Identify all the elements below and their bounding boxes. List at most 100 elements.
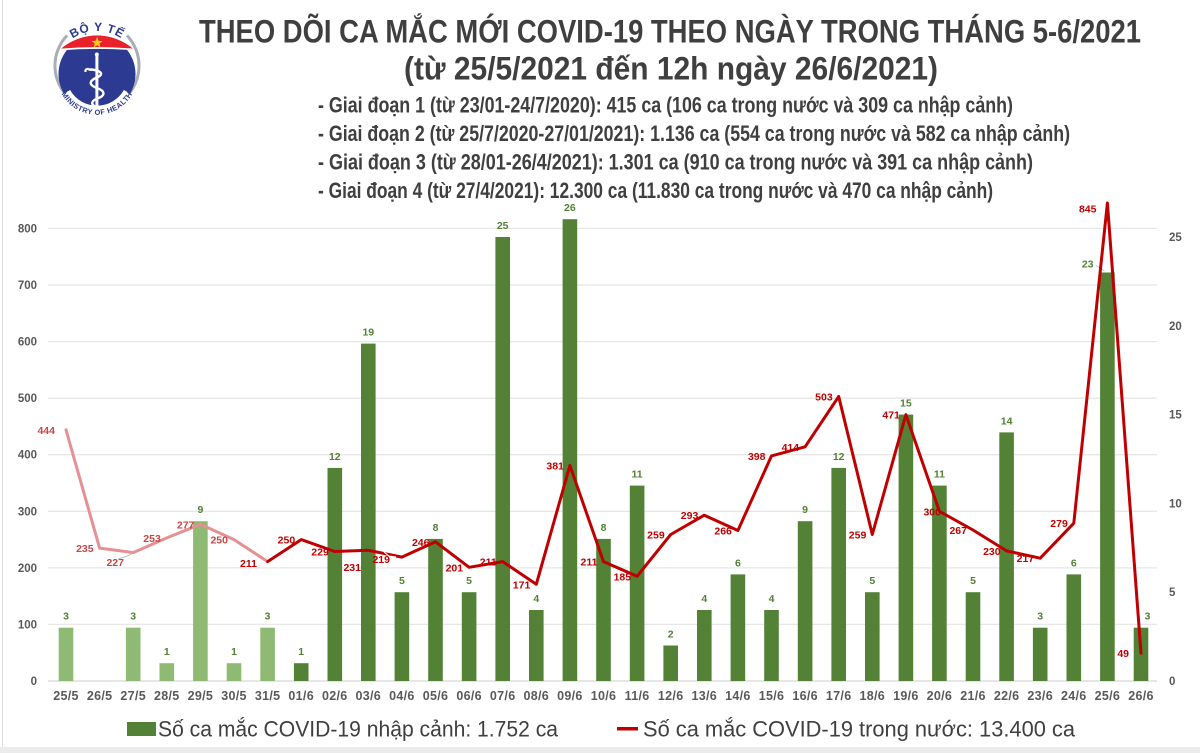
svg-text:08/6: 08/6 (524, 689, 550, 703)
svg-text:02/6: 02/6 (322, 689, 348, 703)
svg-text:6: 6 (735, 557, 741, 569)
svg-text:259: 259 (647, 530, 665, 542)
svg-text:3: 3 (130, 611, 136, 623)
svg-text:300: 300 (923, 507, 941, 519)
svg-text:28/5: 28/5 (154, 689, 180, 703)
svg-text:27/5: 27/5 (120, 689, 146, 703)
svg-text:26/5: 26/5 (87, 689, 113, 703)
svg-text:- Giai đoạn 1 (từ 23/01-24/7/2: - Giai đoạn 1 (từ 23/01-24/7/2020): 415 … (318, 93, 1013, 118)
svg-text:266: 266 (714, 526, 732, 538)
svg-text:5: 5 (869, 575, 875, 587)
svg-text:14/6: 14/6 (725, 689, 751, 703)
svg-text:17/6: 17/6 (826, 689, 852, 703)
svg-text:- Giai đoạn 3 (từ 28/01-26/4/2: - Giai đoạn 3 (từ 28/01-26/4/2021): 1.30… (318, 150, 1033, 175)
svg-text:300: 300 (18, 506, 37, 518)
svg-text:0: 0 (1169, 676, 1175, 688)
svg-text:185: 185 (614, 571, 632, 583)
svg-text:07/6: 07/6 (490, 689, 516, 703)
svg-text:3: 3 (63, 611, 69, 623)
svg-text:211: 211 (581, 557, 598, 569)
svg-text:- Giai đoạn 4 (từ 27/4/2021):: - Giai đoạn 4 (từ 27/4/2021): 12.300 ca … (318, 178, 993, 203)
svg-text:Số ca mắc COVID-19 nhập cảnh:: Số ca mắc COVID-19 nhập cảnh: 1.752 ca (158, 717, 559, 742)
svg-text:503: 503 (815, 392, 833, 404)
svg-text:04/6: 04/6 (389, 689, 415, 703)
svg-text:3: 3 (265, 611, 271, 623)
svg-text:25/5: 25/5 (53, 689, 79, 703)
svg-text:(từ 25/5/2021 đến 12h ngày 26/: (từ 25/5/2021 đến 12h ngày 26/6/2021) (404, 51, 938, 87)
svg-text:250: 250 (210, 535, 228, 547)
svg-text:293: 293 (681, 510, 699, 522)
svg-text:100: 100 (18, 619, 37, 631)
svg-text:211: 211 (480, 557, 497, 569)
svg-text:0: 0 (31, 676, 37, 688)
svg-text:246: 246 (412, 537, 430, 549)
svg-text:25: 25 (1169, 232, 1182, 244)
svg-text:5: 5 (970, 575, 976, 587)
svg-text:26/6: 26/6 (1128, 689, 1154, 703)
svg-text:200: 200 (18, 563, 37, 575)
svg-text:11: 11 (632, 469, 643, 481)
svg-text:267: 267 (949, 525, 967, 537)
svg-text:- Giai đoạn 2 (từ 25/7/2020-27: - Giai đoạn 2 (từ 25/7/2020-27/01/2021):… (318, 121, 1070, 146)
svg-text:THEO DÕI CA MẮC MỚI COVID-19 T: THEO DÕI CA MẮC MỚI COVID-19 THEO NGÀY T… (199, 14, 1141, 50)
svg-text:5: 5 (399, 575, 405, 587)
svg-text:15: 15 (1169, 410, 1182, 422)
svg-text:BỘ Y TẾ: BỘ Y TẾ (67, 20, 127, 41)
svg-text:6: 6 (1071, 557, 1077, 569)
svg-text:227: 227 (106, 557, 124, 569)
svg-text:26: 26 (564, 202, 576, 214)
svg-text:22/6: 22/6 (994, 689, 1020, 703)
svg-text:230: 230 (983, 546, 1001, 558)
svg-text:381: 381 (546, 461, 564, 473)
svg-text:250: 250 (278, 535, 296, 547)
svg-text:31/5: 31/5 (255, 689, 281, 703)
svg-text:500: 500 (18, 393, 37, 405)
svg-text:5: 5 (1169, 587, 1176, 599)
svg-text:30/5: 30/5 (221, 689, 247, 703)
svg-text:03/6: 03/6 (356, 689, 382, 703)
svg-text:279: 279 (1050, 518, 1068, 530)
svg-text:19/6: 19/6 (893, 689, 919, 703)
svg-text:1: 1 (164, 646, 170, 658)
svg-text:29/5: 29/5 (188, 689, 214, 703)
svg-text:444: 444 (37, 425, 55, 437)
svg-text:700: 700 (18, 280, 37, 292)
svg-text:1: 1 (298, 646, 304, 658)
svg-text:15: 15 (900, 398, 912, 410)
svg-text:400: 400 (18, 450, 37, 462)
svg-text:14: 14 (1001, 415, 1013, 427)
svg-text:25/6: 25/6 (1095, 689, 1121, 703)
svg-text:23/6: 23/6 (1027, 689, 1053, 703)
svg-text:23: 23 (1082, 258, 1094, 270)
svg-text:3: 3 (1145, 611, 1151, 623)
svg-text:4: 4 (701, 593, 707, 605)
svg-text:171: 171 (513, 579, 531, 591)
svg-text:4: 4 (533, 593, 539, 605)
svg-text:06/6: 06/6 (456, 689, 482, 703)
svg-text:11: 11 (934, 469, 945, 481)
svg-text:9: 9 (802, 504, 808, 516)
svg-text:01/6: 01/6 (288, 689, 314, 703)
svg-text:231: 231 (343, 562, 361, 574)
svg-text:49: 49 (1117, 648, 1129, 660)
svg-text:4: 4 (769, 593, 775, 605)
svg-text:253: 253 (143, 533, 161, 545)
svg-text:845: 845 (1079, 204, 1097, 216)
svg-text:09/6: 09/6 (557, 689, 583, 703)
svg-text:15/6: 15/6 (759, 689, 785, 703)
svg-text:21/6: 21/6 (960, 689, 986, 703)
svg-text:12: 12 (329, 451, 341, 463)
svg-text:Số ca mắc COVID-19 trong nước:: Số ca mắc COVID-19 trong nước: 13.400 ca (643, 717, 1076, 742)
svg-text:5: 5 (466, 575, 472, 587)
svg-text:10/6: 10/6 (591, 689, 617, 703)
svg-text:259: 259 (849, 530, 867, 542)
svg-text:24/6: 24/6 (1061, 689, 1087, 703)
svg-text:219: 219 (372, 554, 390, 566)
svg-text:10: 10 (1169, 498, 1182, 510)
svg-text:471: 471 (882, 410, 900, 422)
svg-text:2: 2 (668, 629, 674, 641)
svg-text:20/6: 20/6 (927, 689, 953, 703)
svg-text:3: 3 (1037, 611, 1043, 623)
svg-text:398: 398 (748, 451, 766, 463)
svg-text:8: 8 (433, 522, 439, 534)
